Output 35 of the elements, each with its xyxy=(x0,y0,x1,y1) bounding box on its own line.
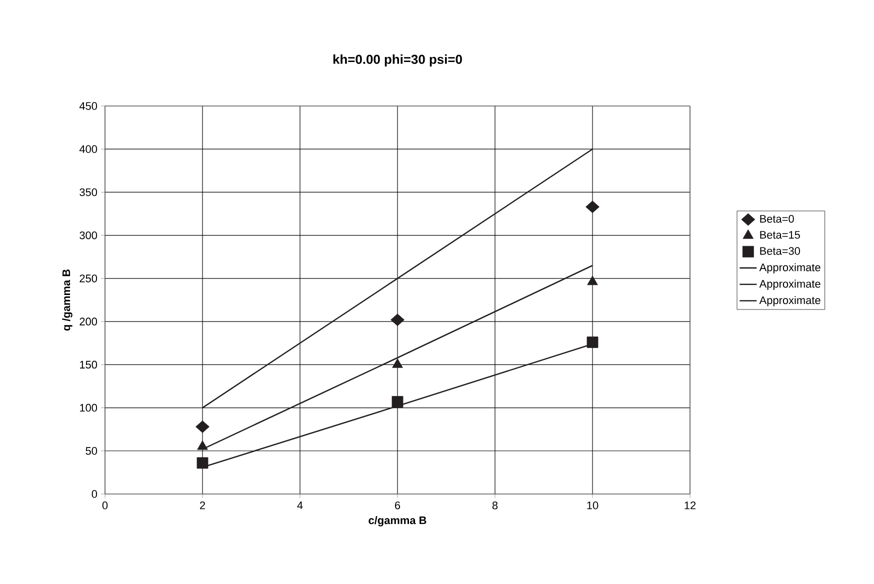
chart-title: kh=0.00 phi=30 psi=0 xyxy=(333,54,462,66)
x-tick-label: 6 xyxy=(395,502,400,510)
y-tick-label: 50 xyxy=(86,447,98,455)
y-tick-label: 0 xyxy=(92,490,98,498)
legend-label: Approximate xyxy=(759,280,820,290)
x-tick-label: 10 xyxy=(587,502,598,510)
y-axis-title: q /gamma B xyxy=(62,269,72,331)
y-tick-label: 400 xyxy=(79,145,98,153)
point xyxy=(390,314,404,326)
y-tick-label: 450 xyxy=(79,102,98,110)
x-tick-label: 0 xyxy=(102,502,108,510)
legend-label: Beta=0 xyxy=(760,214,794,223)
legend-label: Approximate xyxy=(759,263,820,274)
y-tick-label: 100 xyxy=(80,404,98,412)
x-tick-label: 12 xyxy=(684,502,696,510)
point xyxy=(197,440,208,450)
legend-label: Beta=15 xyxy=(760,231,800,239)
legend-label: Approximate xyxy=(759,296,820,306)
point xyxy=(587,276,598,286)
point xyxy=(196,457,208,469)
y-tick-label: 200 xyxy=(80,318,98,326)
x-tick-label: 4 xyxy=(297,502,303,510)
y-tick-label: 250 xyxy=(80,274,98,282)
point xyxy=(196,420,210,433)
point xyxy=(586,336,598,348)
y-tick-label: 300 xyxy=(80,231,98,240)
x-tick-label: 2 xyxy=(200,502,205,510)
y-tick-label: 150 xyxy=(80,360,98,369)
point xyxy=(392,358,403,368)
y-tick-label: 350 xyxy=(80,188,98,196)
x-axis-title: c/gamma B xyxy=(368,516,426,526)
point xyxy=(392,396,404,408)
x-tick-label: 8 xyxy=(492,502,498,510)
legend-label: Beta=30 xyxy=(760,247,800,255)
point xyxy=(586,200,600,214)
